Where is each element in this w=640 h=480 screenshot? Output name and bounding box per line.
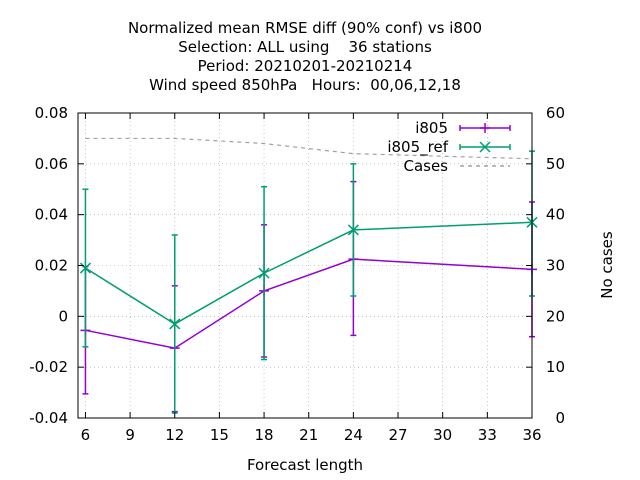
y-tick-label: 0.02 <box>35 257 68 275</box>
chart-title: Normalized mean RMSE diff (90% conf) vs … <box>128 19 482 94</box>
x-tick-label: 24 <box>344 426 363 444</box>
x-tick-label: 15 <box>210 426 229 444</box>
x-tick-label: 27 <box>388 426 407 444</box>
series-cases <box>85 137 533 160</box>
series-i805-ref <box>79 150 538 414</box>
legend-marker <box>479 141 491 153</box>
y-tick-label: -0.04 <box>29 409 68 427</box>
x-tick-label: 6 <box>81 426 91 444</box>
x-tick-label: 36 <box>522 426 541 444</box>
x-tick-label: 21 <box>299 426 318 444</box>
series-layer <box>79 137 538 414</box>
y2-tick-label: 30 <box>546 257 565 275</box>
x-tick-label: 12 <box>165 426 184 444</box>
legend-label: i805 <box>415 119 448 137</box>
data-point <box>79 262 91 274</box>
legend-label: Cases <box>403 157 448 175</box>
y2-tick-label: 20 <box>546 307 565 325</box>
y2-tick-label: 50 <box>546 155 565 173</box>
y-tick-label: -0.02 <box>29 358 68 376</box>
x-tick-label: 30 <box>433 426 452 444</box>
y-tick-label: 0.06 <box>35 155 68 173</box>
axis-ticks: 6 9 12 15 18 21 24 27 30 33 36 -0.04 -0.02 0 0.02 0.04 0… <box>29 104 565 444</box>
title-line: Selection: ALL using 36 stations <box>178 38 432 56</box>
y2-tick-label: 60 <box>546 104 565 122</box>
data-point <box>169 318 181 330</box>
y-tick-label: 0 <box>58 307 68 325</box>
title-line: Normalized mean RMSE diff (90% conf) vs … <box>128 19 482 37</box>
y2-tick-label: 10 <box>546 358 565 376</box>
x-tick-label: 33 <box>478 426 497 444</box>
series-line <box>85 137 533 160</box>
data-point <box>258 267 270 279</box>
x-axis-label: Forecast length <box>247 456 363 474</box>
title-line: Period: 20210201-20210214 <box>198 57 413 75</box>
x-tick-label: 9 <box>125 426 135 444</box>
x-tick-label: 18 <box>255 426 274 444</box>
y2-tick-label: 40 <box>546 206 565 224</box>
legend-marker <box>480 123 490 133</box>
legend-label: i805_ref <box>387 138 448 157</box>
y-tick-label: 0.04 <box>35 206 68 224</box>
series-line <box>85 258 533 349</box>
title-line: Wind speed 850hPa Hours: 00,06,12,18 <box>149 76 461 94</box>
y2-axis-label: No cases <box>598 231 616 299</box>
y2-tick-label: 0 <box>555 409 565 427</box>
y-tick-label: 0.08 <box>35 104 68 122</box>
data-point <box>347 224 359 236</box>
